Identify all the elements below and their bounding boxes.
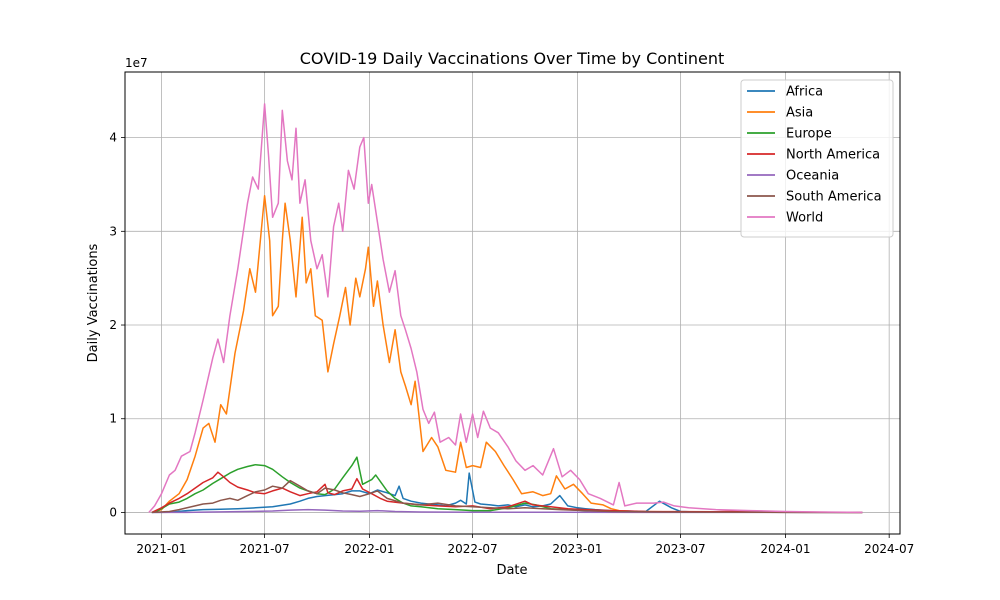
series-line-oceania [151, 508, 863, 514]
legend-label: Oceania [786, 169, 839, 184]
legend-box [740, 79, 894, 238]
legend-label: World [786, 211, 823, 226]
x-tick-label: 2023-01 [552, 542, 602, 556]
legend-label: North America [786, 148, 880, 163]
legend-label: Africa [786, 85, 823, 100]
chart-title: COVID-19 Daily Vaccinations Over Time by… [300, 49, 725, 68]
x-tick-label: 2024-07 [864, 542, 914, 556]
y-tick-label: 0 [109, 505, 117, 519]
x-tick-label: 2022-07 [448, 542, 498, 556]
legend-label: Asia [786, 106, 813, 121]
y-axis: 0 1 2 3 4 [109, 131, 125, 519]
x-tick-label: 2024-01 [760, 542, 810, 556]
x-tick-label: 2021-01 [136, 542, 186, 556]
series-line-south-america [151, 479, 863, 514]
y-tick-label: 3 [109, 224, 117, 238]
legend-label: Europe [786, 127, 832, 142]
plot-frame [124, 71, 901, 535]
x-axis: 2021-01 2021-07 2022-01 2022-07 2023-01 2023-… [136, 534, 914, 556]
series-line-asia [151, 194, 863, 514]
x-tick-label: 2022-01 [344, 542, 394, 556]
series-line-north-america [151, 471, 863, 514]
y-offset-label: 1e7 [125, 56, 148, 70]
y-tick-label: 1 [109, 412, 117, 426]
y-axis-label: Daily Vaccinations [86, 243, 101, 362]
series-layer [148, 103, 863, 514]
x-tick-label: 2023-07 [656, 542, 706, 556]
legend-label: South America [786, 190, 882, 205]
x-tick-label: 2021-07 [240, 542, 290, 556]
legend: Africa Asia Europe North America Oceania Sout… [740, 79, 894, 238]
x-axis-label: Date [496, 563, 527, 578]
y-tick-label: 2 [109, 318, 117, 332]
series-line-world [148, 103, 863, 514]
y-tick-label: 4 [109, 131, 117, 145]
